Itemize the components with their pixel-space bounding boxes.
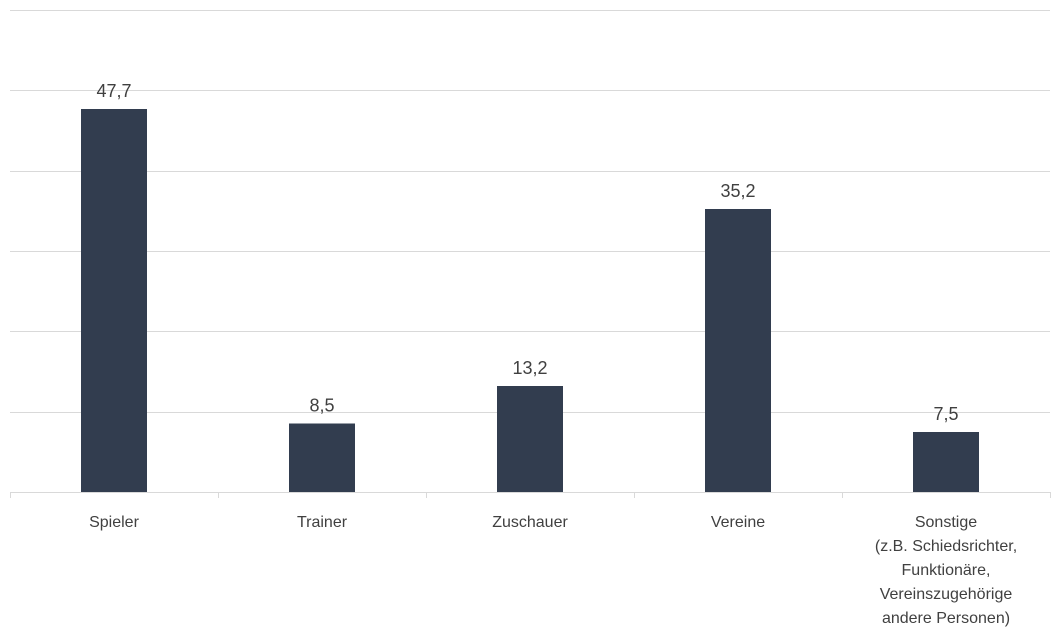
data-label: 8,5: [309, 396, 334, 416]
bar: [913, 431, 979, 492]
category-label-line: Spieler: [89, 514, 139, 531]
category-labels: Spieler Trainer Zuschauer Vereine Sonstige (z…: [89, 514, 1017, 627]
category-label-line: Funktionäre,: [902, 562, 991, 579]
x-axis: [10, 492, 1051, 498]
category-label: Vereine: [711, 514, 765, 531]
bars: [81, 108, 979, 492]
category-label: Trainer: [297, 514, 348, 531]
data-label: 35,2: [720, 181, 755, 201]
category-label: Spieler: [89, 514, 139, 531]
category-label-line: Vereine: [711, 514, 765, 531]
bar: [497, 385, 563, 492]
category-label-line: Zuschauer: [492, 514, 568, 531]
data-label: 13,2: [512, 358, 547, 378]
gridlines: [10, 10, 1050, 413]
category-label: Sonstige (z.B. Schiedsrichter, Funktionäre…: [875, 514, 1017, 627]
category-label-line: Vereinszugehörige: [880, 586, 1013, 603]
category-label-line: Trainer: [297, 514, 348, 531]
data-labels: 47,7 8,5 13,2 35,2 7,5: [96, 81, 958, 424]
data-label: 47,7: [96, 81, 131, 101]
category-label-line: andere Personen): [882, 610, 1010, 627]
bar: [289, 423, 355, 492]
data-label: 7,5: [933, 404, 958, 424]
category-label-line: (z.B. Schiedsrichter,: [875, 538, 1017, 555]
category-label: Zuschauer: [492, 514, 568, 531]
bar: [705, 209, 771, 492]
category-label-line: Sonstige: [915, 514, 977, 531]
bar: [81, 108, 147, 492]
